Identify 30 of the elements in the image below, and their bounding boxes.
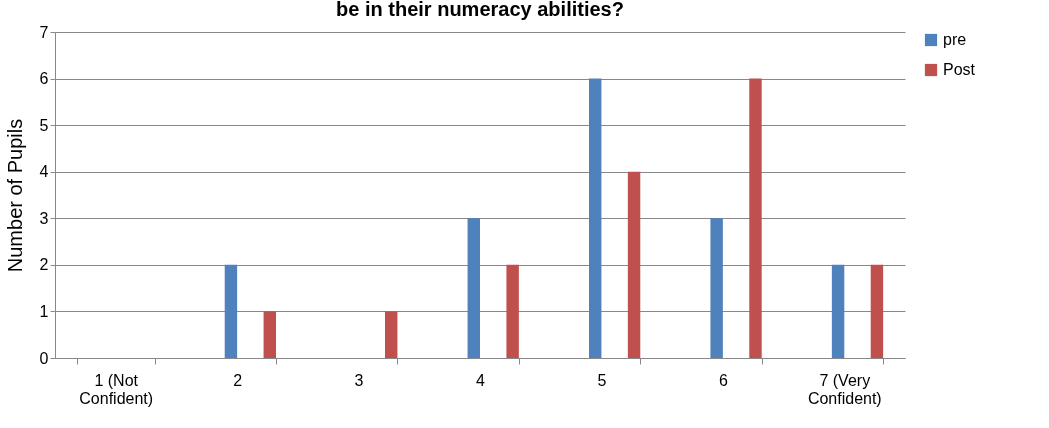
- y-tick-label: 1: [39, 302, 49, 320]
- bar: [224, 264, 238, 358]
- y-tick-label: 4: [39, 163, 49, 181]
- y-tick-label: 7: [39, 23, 49, 41]
- bar: [588, 78, 602, 358]
- bar: [467, 218, 480, 358]
- y-tick-label: 2: [39, 256, 49, 274]
- bar: [627, 171, 641, 358]
- legend-label: pre: [943, 31, 967, 48]
- bar: [384, 311, 398, 358]
- chart-title: be in their numeracy abilities?: [336, 0, 624, 20]
- bar: [710, 218, 723, 358]
- bar: [749, 78, 762, 358]
- x-tick-label: 2: [233, 371, 243, 389]
- y-tick-label: 6: [39, 70, 49, 88]
- x-tick-label: 4: [476, 371, 486, 389]
- y-tick-label: 0: [39, 349, 49, 367]
- bar: [831, 264, 845, 358]
- x-tick-label: 5: [597, 371, 607, 389]
- bar: [263, 311, 276, 358]
- y-axis-title: Number of Pupils: [3, 118, 26, 273]
- x-tick-label: 3: [354, 371, 364, 389]
- y-tick-label: 5: [39, 116, 49, 134]
- legend-label: Post: [943, 61, 976, 78]
- x-tick-label: 7 (Very Confident): [807, 371, 882, 407]
- y-tick-label: 3: [39, 209, 49, 227]
- bar: [870, 264, 884, 358]
- x-tick-label: 6: [718, 371, 728, 389]
- x-tick-label: 1 (Not Confident): [79, 371, 154, 407]
- bar: [506, 264, 519, 358]
